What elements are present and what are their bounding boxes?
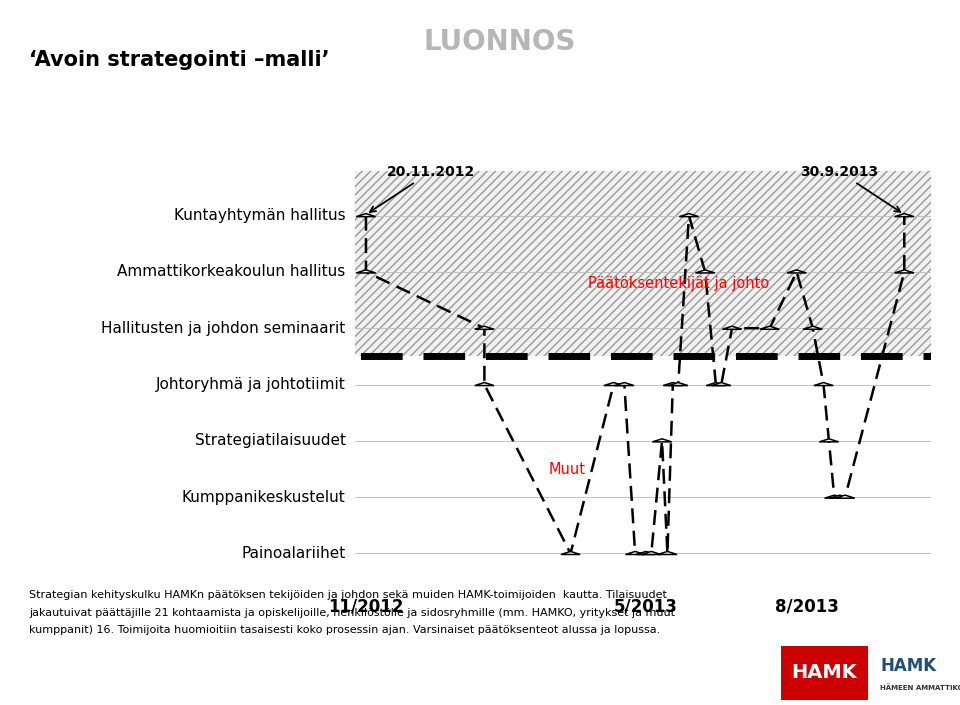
Polygon shape bbox=[604, 383, 623, 386]
Polygon shape bbox=[787, 270, 806, 273]
Polygon shape bbox=[636, 551, 656, 555]
Polygon shape bbox=[474, 326, 494, 329]
Polygon shape bbox=[663, 383, 683, 386]
Polygon shape bbox=[711, 383, 731, 386]
Text: ‘Avoin strategointi –malli’: ‘Avoin strategointi –malli’ bbox=[29, 50, 329, 70]
Polygon shape bbox=[804, 326, 823, 329]
Polygon shape bbox=[722, 326, 742, 329]
Text: 30.9.2013: 30.9.2013 bbox=[801, 165, 900, 212]
Polygon shape bbox=[707, 383, 726, 386]
Polygon shape bbox=[825, 495, 844, 498]
Polygon shape bbox=[474, 383, 494, 386]
Polygon shape bbox=[356, 214, 375, 216]
Polygon shape bbox=[814, 383, 833, 386]
Text: Päätöksentekijät ja johto: Päätöksentekijät ja johto bbox=[588, 276, 769, 290]
Text: Strategiatilaisuudet: Strategiatilaisuudet bbox=[195, 434, 346, 448]
Text: Johtoryhmä ja johtotiimit: Johtoryhmä ja johtotiimit bbox=[156, 377, 346, 392]
Polygon shape bbox=[895, 270, 914, 273]
Text: 20.11.2012: 20.11.2012 bbox=[370, 165, 474, 212]
Text: HÄMEEN AMMATTIKORKEAKOULU: HÄMEEN AMMATTIKORKEAKOULU bbox=[880, 684, 960, 691]
Text: Strategian kehityskulku HAMKn päätöksen tekijöiden ja johdon sekä muiden HAMK-to: Strategian kehityskulku HAMKn päätöksen … bbox=[29, 590, 666, 600]
Text: HAMK: HAMK bbox=[880, 656, 936, 675]
Text: HAMK: HAMK bbox=[792, 663, 857, 682]
Polygon shape bbox=[760, 326, 780, 329]
Polygon shape bbox=[641, 551, 661, 555]
Polygon shape bbox=[819, 439, 839, 442]
Polygon shape bbox=[680, 214, 699, 216]
Text: Muut: Muut bbox=[549, 462, 586, 477]
Polygon shape bbox=[668, 383, 688, 386]
Text: LUONNOS: LUONNOS bbox=[423, 28, 575, 56]
Text: Kuntayhtymän hallitus: Kuntayhtymän hallitus bbox=[174, 208, 346, 223]
Text: Ammattikorkeakoulun hallitus: Ammattikorkeakoulun hallitus bbox=[117, 264, 346, 279]
Polygon shape bbox=[895, 214, 914, 216]
Polygon shape bbox=[561, 551, 580, 555]
Text: Painoalariihet: Painoalariihet bbox=[241, 546, 346, 561]
Text: jakautuivat päättäjille 21 kohtaamista ja opiskelijoille, henkilöstölle ja sidos: jakautuivat päättäjille 21 kohtaamista j… bbox=[29, 608, 675, 618]
Bar bbox=[355, 171, 931, 357]
Text: Kumppanikeskustelut: Kumppanikeskustelut bbox=[181, 490, 346, 505]
Bar bbox=[780, 646, 869, 700]
Text: kumppanit) 16. Toimijoita huomioitiin tasaisesti koko prosessin ajan. Varsinaise: kumppanit) 16. Toimijoita huomioitiin ta… bbox=[29, 625, 660, 635]
Polygon shape bbox=[835, 495, 854, 498]
Polygon shape bbox=[625, 551, 645, 555]
Polygon shape bbox=[695, 270, 715, 273]
Polygon shape bbox=[653, 439, 672, 442]
Polygon shape bbox=[614, 383, 634, 386]
Polygon shape bbox=[658, 551, 677, 555]
Polygon shape bbox=[830, 495, 850, 498]
Polygon shape bbox=[356, 270, 375, 273]
Text: Hallitusten ja johdon seminaarit: Hallitusten ja johdon seminaarit bbox=[102, 321, 346, 336]
Text: w w w . h a m k . f i: w w w . h a m k . f i bbox=[176, 664, 386, 682]
